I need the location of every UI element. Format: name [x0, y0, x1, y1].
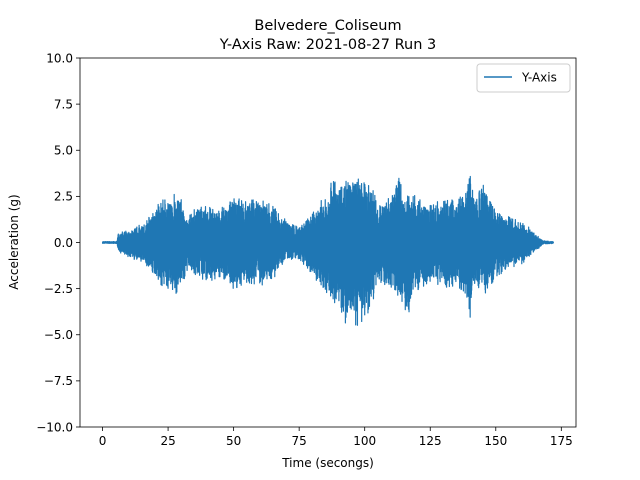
y-tick-label: 5.0: [54, 144, 73, 158]
x-tick-label: 75: [292, 434, 307, 448]
y-axis-label: Acceleration (g): [7, 194, 21, 289]
chart-title: Belvedere_Coliseum: [254, 18, 401, 34]
y-tick-label: −10.0: [36, 420, 73, 434]
series-line-y-axis: [101, 175, 555, 326]
y-tick-label: 7.5: [54, 97, 73, 111]
x-tick-label: 175: [550, 434, 573, 448]
legend-label-y-axis: Y-Axis: [521, 71, 557, 85]
x-axis-label: Time (secongs): [281, 456, 374, 470]
x-tick-label: 100: [353, 434, 376, 448]
x-tick-label: 150: [484, 434, 507, 448]
x-tick-label: 125: [419, 434, 442, 448]
x-tick-label: 50: [226, 434, 241, 448]
y-tick-label: −7.5: [44, 374, 73, 388]
x-axis-ticks: 0 25 50 75 100 125 150 175: [99, 427, 573, 448]
y-tick-label: 10.0: [46, 51, 73, 65]
chart-subtitle: Y-Axis Raw: 2021-08-27 Run 3: [219, 37, 436, 53]
legend-box: [476, 63, 571, 93]
y-tick-label: 2.5: [54, 190, 73, 204]
y-tick-label: −2.5: [44, 282, 73, 296]
x-tick-label: 25: [160, 434, 175, 448]
series-layer: [101, 175, 555, 326]
y-axis-ticks: −10.0 −7.5 −5.0 −2.5 0.0 2.5 5.0 7.5 10.0: [36, 51, 80, 434]
y-tick-label: 0.0: [54, 236, 73, 250]
x-tick-label: 0: [99, 434, 107, 448]
legend: Y-Axis: [476, 63, 571, 93]
y-tick-label: −5.0: [44, 328, 73, 342]
